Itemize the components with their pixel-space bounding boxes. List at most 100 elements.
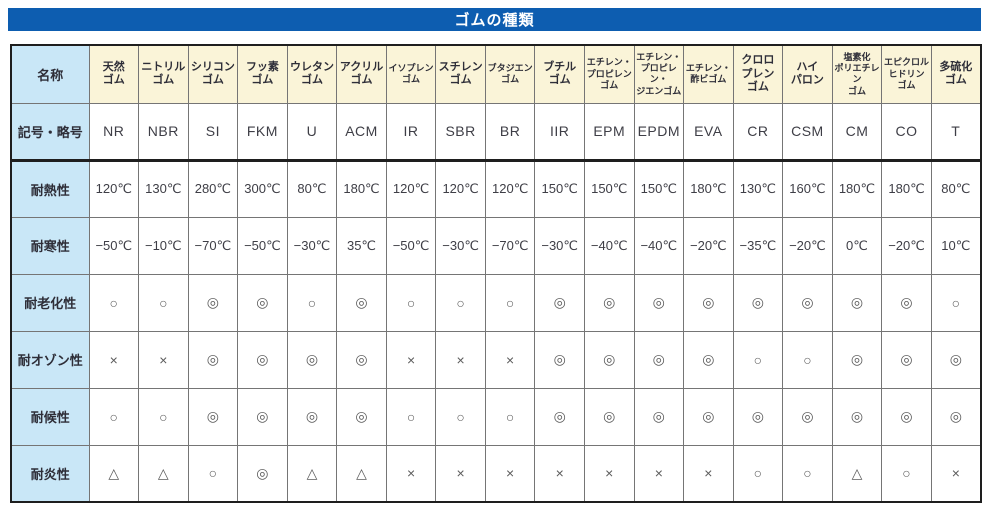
table-cell: ◎ xyxy=(286,387,338,446)
table-cell: × xyxy=(683,444,734,503)
table-cell: ◎ xyxy=(534,387,585,446)
table-cell: × xyxy=(930,444,982,503)
row-label: 耐候性 xyxy=(10,387,90,446)
column-header: ブタジエン ゴム xyxy=(484,44,536,104)
table-cell: 180℃ xyxy=(831,159,883,218)
table-cell: NBR xyxy=(138,102,189,162)
table-row: 耐オゾン性 × × ◎ ◎ ◎ ◎ × × × ◎ ◎ ◎ ◎ ○ ○ ◎ ◎ ◎ xyxy=(10,330,982,389)
column-header: ハイ パロン xyxy=(782,44,833,104)
table-cell: CR xyxy=(732,102,784,162)
table-cell: ○ xyxy=(88,273,140,332)
table-cell: −20℃ xyxy=(881,216,932,275)
table-row: 耐候性 ○ ○ ◎ ◎ ◎ ◎ ○ ○ ○ ◎ ◎ ◎ ◎ ◎ ◎ ◎ ◎ ◎ xyxy=(10,387,982,446)
table-cell: 120℃ xyxy=(385,159,437,218)
row-label: 記号・略号 xyxy=(10,102,90,162)
column-header: エチレン・ プロピレン ゴム xyxy=(583,44,635,104)
row-label: 耐老化性 xyxy=(10,273,90,332)
corner-label: 名称 xyxy=(10,44,90,104)
table-cell: FKM xyxy=(237,102,288,162)
table-cell: × xyxy=(534,444,585,503)
table-cell: ◎ xyxy=(782,387,833,446)
column-header: 多硫化 ゴム xyxy=(930,44,982,104)
table-cell: × xyxy=(484,330,536,389)
table-cell: ○ xyxy=(286,273,338,332)
table-cell: ○ xyxy=(138,273,189,332)
table-cell: ◎ xyxy=(187,387,239,446)
column-header: 天然 ゴム xyxy=(88,44,140,104)
table-cell: BR xyxy=(484,102,536,162)
table-cell: ◎ xyxy=(237,273,288,332)
table-cell: 150℃ xyxy=(583,159,635,218)
table-cell: ACM xyxy=(336,102,387,162)
table-cell: −50℃ xyxy=(385,216,437,275)
table-cell: ◎ xyxy=(633,273,685,332)
row-label: 耐オゾン性 xyxy=(10,330,90,389)
table-cell: ◎ xyxy=(683,330,734,389)
table-cell: −70℃ xyxy=(187,216,239,275)
table-cell: 120℃ xyxy=(435,159,486,218)
table-cell: T xyxy=(930,102,982,162)
column-header: クロロ プレン ゴム xyxy=(732,44,784,104)
table-cell: ○ xyxy=(435,387,486,446)
row-label: 耐熱性 xyxy=(10,159,90,218)
table-cell: ◎ xyxy=(534,273,585,332)
table-cell: EPM xyxy=(583,102,635,162)
table-cell: −50℃ xyxy=(237,216,288,275)
table-cell: IR xyxy=(385,102,437,162)
table-cell: ◎ xyxy=(286,330,338,389)
table-cell: ○ xyxy=(187,444,239,503)
rubber-types-table: 名称 天然 ゴム ニトリル ゴム シリコン ゴム フッ素 ゴム ウレタン ゴム アクリル ゴム イソプレン… xyxy=(10,44,982,503)
table-cell: NR xyxy=(88,102,140,162)
table-cell: −30℃ xyxy=(534,216,585,275)
table-cell: ◎ xyxy=(881,330,932,389)
table-cell: ◎ xyxy=(336,330,387,389)
table-cell: ◎ xyxy=(237,387,288,446)
table-cell: ◎ xyxy=(930,387,982,446)
table-cell: SBR xyxy=(435,102,486,162)
table-cell: × xyxy=(385,444,437,503)
table-cell: × xyxy=(633,444,685,503)
table-cell: △ xyxy=(138,444,189,503)
table-cell: ○ xyxy=(732,330,784,389)
row-label: 耐寒性 xyxy=(10,216,90,275)
table-cell: 150℃ xyxy=(633,159,685,218)
table-cell: ◎ xyxy=(583,387,635,446)
table-cell: △ xyxy=(88,444,140,503)
table-cell: ◎ xyxy=(336,387,387,446)
table-cell: 130℃ xyxy=(732,159,784,218)
table-cell: × xyxy=(435,330,486,389)
table-cell: ◎ xyxy=(683,387,734,446)
table-cell: ◎ xyxy=(237,444,288,503)
table-cell: 180℃ xyxy=(683,159,734,218)
table-cell: −35℃ xyxy=(732,216,784,275)
column-header: エピクロル ヒドリン ゴム xyxy=(881,44,932,104)
table-cell: −50℃ xyxy=(88,216,140,275)
table-cell: ◎ xyxy=(583,330,635,389)
table-cell: ◎ xyxy=(187,330,239,389)
table-cell: △ xyxy=(336,444,387,503)
table-cell: ◎ xyxy=(683,273,734,332)
table-cell: ○ xyxy=(88,387,140,446)
table-cell: × xyxy=(484,444,536,503)
table-cell: 160℃ xyxy=(782,159,833,218)
table-cell: −40℃ xyxy=(633,216,685,275)
column-header: ウレタン ゴム xyxy=(286,44,338,104)
table-cell: ◎ xyxy=(187,273,239,332)
table-cell: EVA xyxy=(683,102,734,162)
table-cell: ◎ xyxy=(237,330,288,389)
table-cell: ◎ xyxy=(831,387,883,446)
table-cell: 0℃ xyxy=(831,216,883,275)
table-cell: ○ xyxy=(881,444,932,503)
table-row: 記号・略号 NR NBR SI FKM U ACM IR SBR BR IIR EPM EPDM EVA C… xyxy=(10,102,982,162)
table-cell: × xyxy=(435,444,486,503)
table-cell: 35℃ xyxy=(336,216,387,275)
header-row: 名称 天然 ゴム ニトリル ゴム シリコン ゴム フッ素 ゴム ウレタン ゴム アクリル ゴム イソプレン… xyxy=(10,44,982,104)
table-cell: 300℃ xyxy=(237,159,288,218)
column-header: ニトリル ゴム xyxy=(138,44,189,104)
table-cell: 10℃ xyxy=(930,216,982,275)
table-cell: 180℃ xyxy=(336,159,387,218)
table-cell: ◎ xyxy=(336,273,387,332)
table-row: 耐炎性 △ △ ○ ◎ △ △ × × × × × × × ○ ○ △ ○ × xyxy=(10,444,982,503)
table-cell: CO xyxy=(881,102,932,162)
table-cell: −20℃ xyxy=(683,216,734,275)
